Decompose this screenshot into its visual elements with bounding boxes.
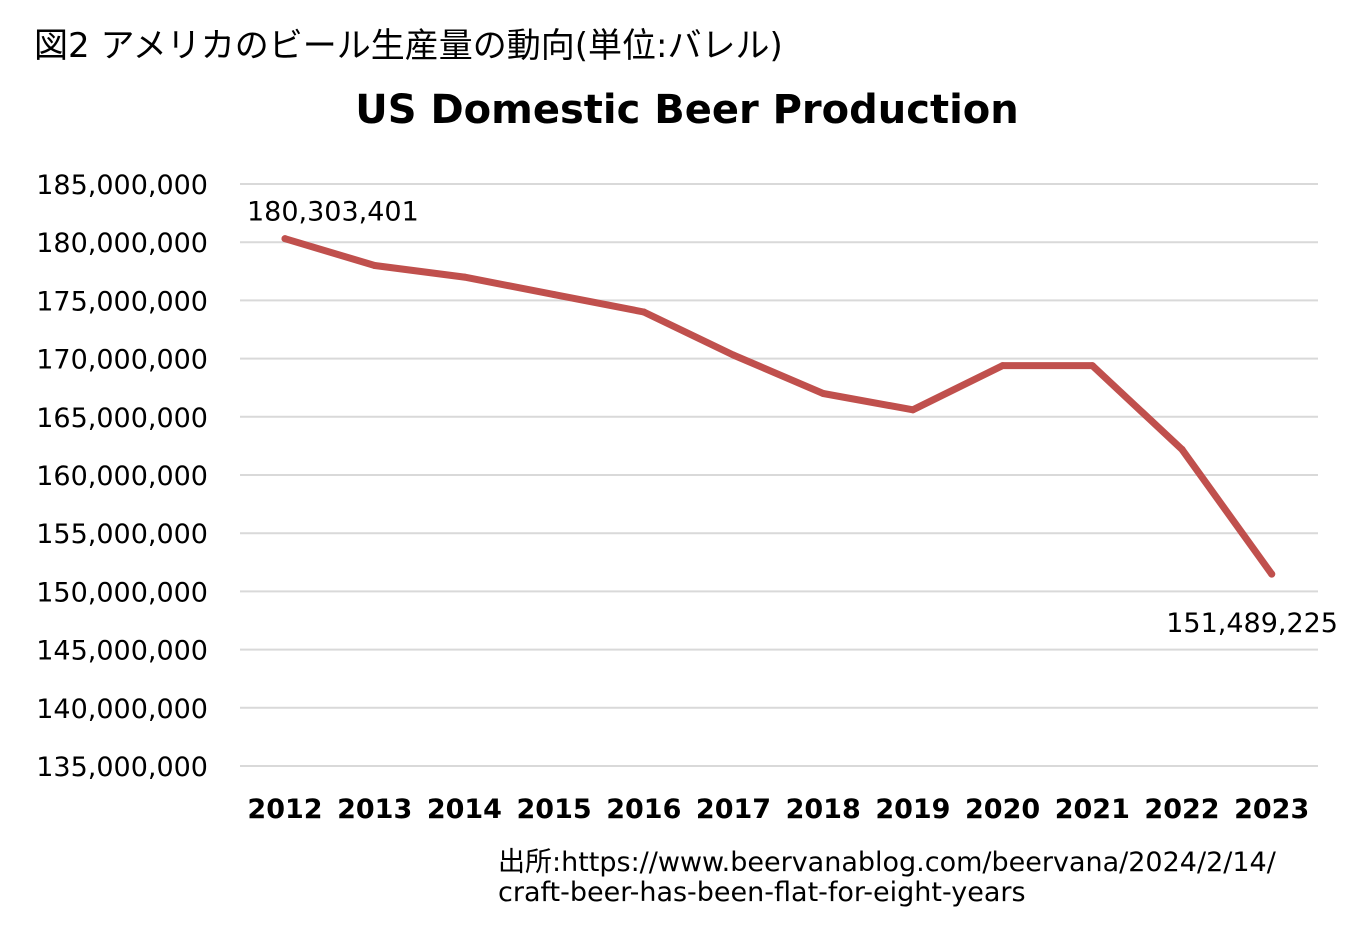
data-point bbox=[730, 351, 737, 359]
data-label: 151,489,225 bbox=[1166, 608, 1338, 639]
y-tick-label: 180,000,000 bbox=[36, 228, 208, 259]
x-tick-label: 2012 bbox=[247, 794, 322, 825]
gridlines bbox=[240, 183, 1318, 767]
x-tick-label: 2013 bbox=[337, 794, 412, 825]
x-tick-label: 2021 bbox=[1055, 794, 1130, 825]
x-tick-label: 2018 bbox=[786, 794, 861, 825]
x-tick-label: 2015 bbox=[517, 794, 592, 825]
y-tick-label: 140,000,000 bbox=[36, 694, 208, 725]
x-tick-label: 2020 bbox=[965, 794, 1040, 825]
y-tick-label: 160,000,000 bbox=[36, 461, 208, 492]
series-line bbox=[281, 235, 1276, 578]
source-note: 出所:https://www.beervanablog.com/beervana… bbox=[498, 848, 1276, 908]
y-tick-label: 135,000,000 bbox=[36, 752, 208, 783]
data-point bbox=[1088, 362, 1096, 370]
data-point bbox=[819, 390, 827, 398]
x-axis-tick-labels: 2012 2013 2014 2015 2016 2017 2018 2019 2020 2021… bbox=[247, 794, 1309, 825]
data-point bbox=[999, 362, 1007, 370]
x-tick-label: 2016 bbox=[606, 794, 681, 825]
data-point bbox=[909, 406, 917, 414]
y-tick-label: 155,000,000 bbox=[36, 519, 208, 550]
y-axis-tick-labels: 135,000,000 140,000,000 145,000,000 150,000… bbox=[36, 170, 208, 783]
data-point bbox=[281, 235, 289, 243]
series-layer bbox=[281, 235, 1276, 578]
x-tick-label: 2017 bbox=[696, 794, 771, 825]
y-tick-label: 145,000,000 bbox=[36, 636, 208, 667]
x-tick-label: 2023 bbox=[1234, 794, 1309, 825]
y-tick-label: 165,000,000 bbox=[36, 403, 208, 434]
data-labels: 180,303,401 151,489,225 bbox=[247, 197, 1338, 639]
data-point bbox=[1268, 570, 1276, 578]
x-tick-label: 2019 bbox=[875, 794, 950, 825]
figure-heading: 図2 アメリカのビール生産量の動向(単位:バレル) bbox=[34, 26, 783, 66]
x-tick-label: 2014 bbox=[427, 794, 502, 825]
data-point bbox=[640, 308, 648, 316]
line-chart: US Domestic Beer Production 135,000,0001… bbox=[36, 87, 1338, 825]
data-point bbox=[1178, 445, 1186, 453]
data-point bbox=[550, 291, 558, 299]
data-point bbox=[371, 261, 379, 269]
y-tick-label: 150,000,000 bbox=[36, 577, 208, 608]
x-tick-label: 2022 bbox=[1144, 794, 1219, 825]
y-tick-label: 170,000,000 bbox=[36, 345, 208, 376]
y-tick-label: 175,000,000 bbox=[36, 286, 208, 317]
source-line-2: craft-beer-has-been-flat-for-eight-years bbox=[498, 877, 1026, 908]
chart-title: US Domestic Beer Production bbox=[355, 87, 1019, 133]
data-point bbox=[460, 273, 468, 281]
y-tick-label: 185,000,000 bbox=[36, 170, 208, 201]
data-label: 180,303,401 bbox=[247, 197, 419, 228]
source-line-1: 出所:https://www.beervanablog.com/beervana… bbox=[498, 847, 1276, 878]
